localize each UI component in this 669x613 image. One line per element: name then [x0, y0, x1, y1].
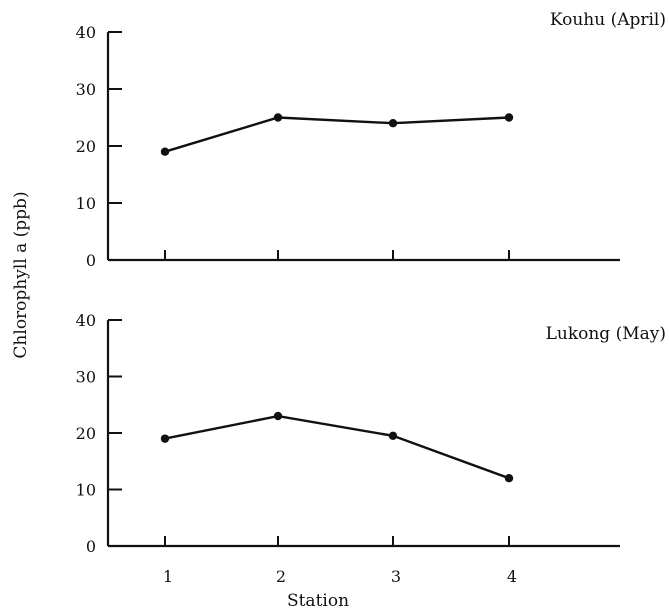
x-axis-title: Station [287, 591, 349, 611]
x-tick-label: 1 [163, 567, 173, 586]
panel-1-y-tick-label: 10 [76, 194, 96, 213]
panel-1-y-tick-label: 30 [76, 80, 96, 99]
panel-2-y-tick-label: 40 [76, 311, 96, 330]
panel-2-y-tick-label: 30 [76, 368, 96, 387]
x-tick-label: 3 [391, 567, 401, 586]
panel-2-title: Lukong (May) [546, 324, 666, 344]
panel-1-data-point [273, 113, 283, 122]
panel-1-data-point [160, 147, 170, 156]
panel-1-data-point [388, 119, 398, 128]
panel-2-data-point [388, 431, 398, 441]
x-tick-label: 2 [276, 567, 286, 586]
panel-1-data-point [504, 113, 514, 122]
panel-2-data-point [504, 474, 514, 483]
panel-2-y-tick-label: 0 [86, 537, 96, 556]
y-axis-title: Chlorophyll a (ppb) [11, 191, 31, 358]
panel-2-data-point [160, 434, 170, 443]
panel-1-series-line [164, 116, 510, 153]
panel-1-y-tick-label: 0 [86, 251, 96, 270]
panel-2-y-tick-label: 10 [76, 481, 96, 500]
panel-1-y-tick-label: 20 [76, 137, 96, 156]
panel-2-y-tick-label: 20 [76, 424, 96, 443]
panel-1-y-tick-label: 40 [76, 23, 96, 42]
panel-2-data-point [273, 411, 283, 421]
panel-2-series-line [164, 414, 510, 480]
panel-1-title: Kouhu (April) [550, 10, 666, 30]
x-tick-label: 4 [507, 567, 517, 586]
